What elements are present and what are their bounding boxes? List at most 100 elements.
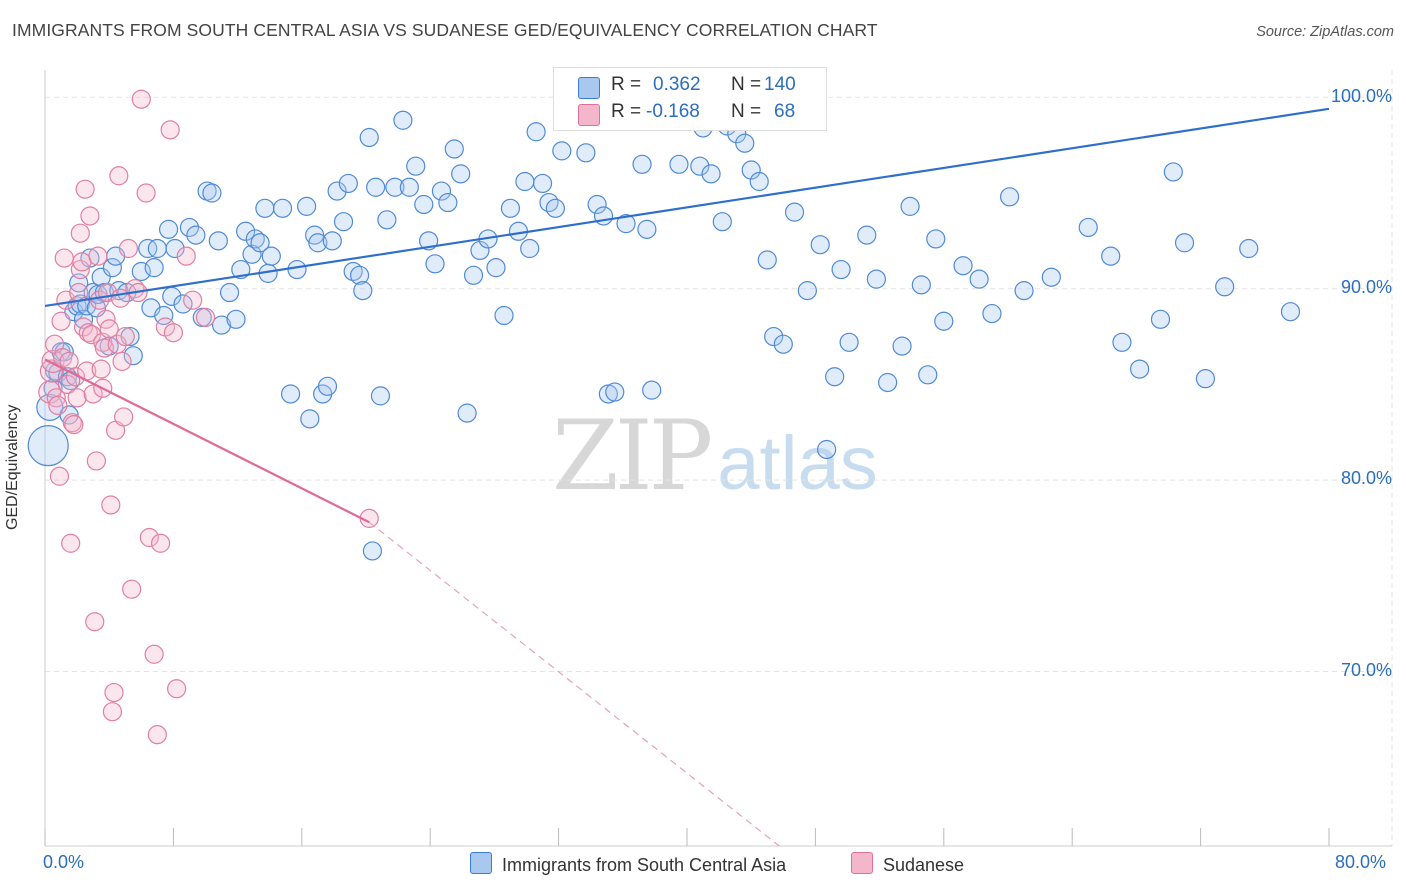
- point-south-central-asia: [878, 372, 898, 393]
- point-south-central-asia: [272, 198, 293, 218]
- point-sudanese: [80, 206, 100, 226]
- n-label: N =: [731, 101, 762, 122]
- point-south-central-asia: [349, 265, 370, 285]
- point-sudanese: [167, 679, 187, 699]
- point-sudanese: [160, 120, 180, 140]
- point-sudanese: [122, 579, 142, 599]
- point-south-central-asia: [1150, 309, 1171, 329]
- point-south-central-asia: [444, 139, 464, 159]
- point-south-central-asia: [616, 214, 636, 234]
- point-south-central-asia: [370, 386, 391, 406]
- point-sudanese: [99, 319, 119, 339]
- point-south-central-asia: [486, 258, 506, 278]
- point-south-central-asia: [797, 281, 817, 301]
- blue-swatch: [578, 77, 600, 99]
- point-south-central-asia: [438, 192, 458, 213]
- point-south-central-asia: [817, 439, 837, 460]
- point-south-central-asia: [934, 311, 954, 331]
- point-sudanese: [139, 527, 159, 548]
- point-south-central-asia: [1130, 359, 1150, 379]
- point-sudanese: [131, 89, 151, 109]
- point-sudanese: [70, 223, 90, 243]
- point-sudanese: [81, 325, 102, 345]
- point-south-central-asia: [470, 240, 490, 261]
- point-sudanese: [147, 725, 167, 745]
- point-south-central-asia: [953, 256, 973, 276]
- point-south-central-asia: [406, 156, 426, 176]
- point-south-central-asia: [322, 231, 342, 251]
- point-south-central-asia: [1078, 217, 1098, 238]
- point-sudanese: [163, 323, 183, 343]
- trendline-sudanese: [44, 358, 370, 524]
- point-south-central-asia: [308, 233, 328, 253]
- point-south-central-asia: [338, 173, 358, 194]
- point-south-central-asia: [123, 346, 143, 366]
- point-south-central-asia: [810, 235, 830, 255]
- watermark-zip: ZIP: [552, 400, 713, 512]
- pink-swatch: [578, 104, 600, 126]
- point-south-central-asia: [463, 265, 484, 285]
- point-south-central-asia: [892, 336, 912, 356]
- n-value: 140: [764, 74, 796, 95]
- point-sudanese: [57, 374, 78, 394]
- point-south-central-asia: [287, 259, 307, 280]
- point-south-central-asia: [261, 246, 281, 266]
- point-south-central-asia: [1000, 187, 1020, 207]
- r-label: R =: [611, 101, 642, 122]
- legend-item-south-central-asia: Immigrants from South Central Asia: [470, 852, 786, 876]
- point-south-central-asia: [102, 258, 123, 278]
- r-label: R =: [611, 74, 642, 95]
- point-south-central-asia: [327, 181, 347, 201]
- y-axis-label: GED/Equivalency: [4, 404, 21, 530]
- r-value: 0.362: [653, 74, 701, 95]
- point-south-central-asia: [857, 225, 877, 245]
- point-sudanese: [70, 259, 90, 280]
- point-south-central-asia: [457, 403, 477, 423]
- point-south-central-asia: [532, 173, 553, 194]
- point-south-central-asia: [764, 326, 784, 347]
- n-value: 68: [774, 101, 796, 122]
- zipatlas-watermark: ZIP atlas: [552, 400, 878, 512]
- point-south-central-asia: [545, 198, 565, 218]
- point-sudanese: [46, 388, 66, 408]
- point-south-central-asia: [333, 212, 354, 232]
- point-south-central-asia: [236, 221, 256, 241]
- n-label: N =: [731, 74, 762, 95]
- point-south-central-asia: [300, 409, 320, 429]
- point-south-central-asia: [1112, 332, 1132, 352]
- point-south-central-asia: [1101, 246, 1121, 266]
- point-south-central-asia: [757, 250, 777, 270]
- point-south-central-asia: [735, 133, 755, 153]
- point-sudanese: [72, 252, 92, 272]
- trendline-south-central-asia: [44, 107, 1330, 308]
- chart-title: IMMIGRANTS FROM SOUTH CENTRAL ASIA VS SU…: [12, 20, 878, 40]
- point-south-central-asia: [250, 233, 270, 253]
- point-sudanese: [183, 290, 203, 310]
- point-south-central-asia: [926, 229, 946, 249]
- point-south-central-asia: [632, 154, 652, 174]
- point-south-central-asia: [451, 164, 471, 184]
- point-sudanese: [144, 644, 164, 664]
- point-sudanese: [118, 238, 139, 259]
- point-south-central-asia: [831, 259, 851, 280]
- point-sudanese: [104, 682, 124, 703]
- point-sudanese: [115, 326, 135, 347]
- point-south-central-asia: [593, 206, 614, 226]
- stats-legend: R = 0.362 N = 140 R = -0.168 N = 68: [553, 67, 827, 131]
- point-south-central-asia: [1041, 267, 1061, 287]
- point-south-central-asia: [918, 365, 938, 385]
- y-tick-100: 100.0%: [1330, 86, 1392, 106]
- point-south-central-asia: [385, 177, 405, 197]
- point-south-central-asia: [208, 231, 228, 251]
- point-south-central-asia: [825, 367, 845, 387]
- y-tick-70: 70.0%: [1340, 660, 1392, 680]
- point-south-central-asia: [366, 177, 386, 197]
- point-south-central-asia: [414, 194, 434, 215]
- point-sudanese: [48, 395, 68, 416]
- point-sudanese: [136, 183, 156, 203]
- point-south-central-asia: [138, 238, 158, 259]
- point-sudanese: [94, 338, 114, 358]
- point-south-central-asia: [576, 143, 596, 163]
- legend-swatch-blue: [470, 852, 492, 874]
- point-south-central-asia: [773, 334, 793, 354]
